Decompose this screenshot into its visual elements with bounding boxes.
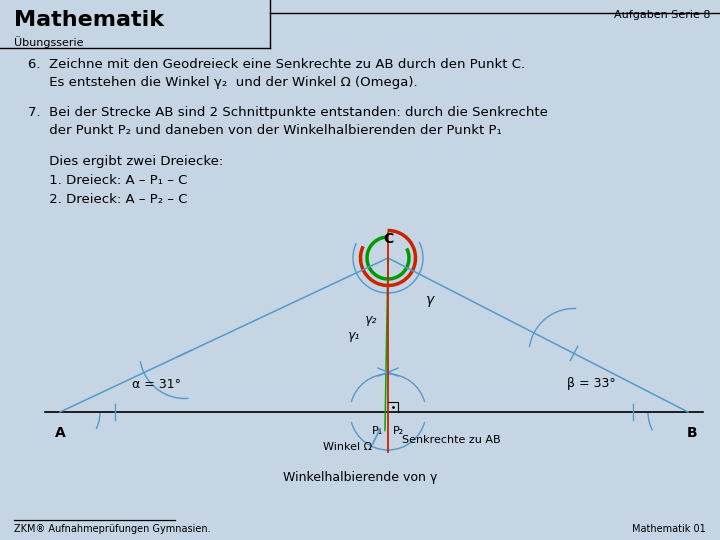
Text: A: A — [55, 426, 66, 440]
Text: P₁: P₁ — [372, 426, 383, 436]
Text: 2. Dreieck: A – P₂ – C: 2. Dreieck: A – P₂ – C — [28, 193, 187, 206]
Text: β = 33°: β = 33° — [567, 377, 616, 390]
Text: γ₂: γ₂ — [364, 314, 376, 327]
Text: P₂: P₂ — [392, 426, 404, 436]
Text: der Punkt P₂ und daneben von der Winkelhalbierenden der Punkt P₁: der Punkt P₂ und daneben von der Winkelh… — [28, 124, 502, 137]
Text: Dies ergibt zwei Dreiecke:: Dies ergibt zwei Dreiecke: — [28, 155, 223, 168]
Text: Senkrechte zu AB: Senkrechte zu AB — [402, 435, 500, 445]
Text: 6.  Zeichne mit den Geodreieck eine Senkrechte zu AB durch den Punkt C.: 6. Zeichne mit den Geodreieck eine Senkr… — [28, 58, 525, 71]
Text: Es entstehen die Winkel γ₂  und der Winkel Ω (Omega).: Es entstehen die Winkel γ₂ und der Winke… — [28, 76, 418, 89]
Text: γ₁: γ₁ — [347, 329, 359, 342]
Text: α = 31°: α = 31° — [132, 377, 181, 390]
Text: Mathematik: Mathematik — [14, 10, 164, 30]
Text: γ: γ — [426, 293, 434, 307]
Text: Übungsserie: Übungsserie — [14, 36, 84, 48]
Text: C: C — [383, 232, 393, 246]
Text: ZKM® Aufnahmeprüfungen Gymnasien.: ZKM® Aufnahmeprüfungen Gymnasien. — [14, 524, 211, 534]
Text: B: B — [687, 426, 697, 440]
Text: 7.  Bei der Strecke AB sind 2 Schnittpunkte entstanden: durch die Senkrechte: 7. Bei der Strecke AB sind 2 Schnittpunk… — [28, 106, 548, 119]
Text: Aufgaben Serie 8: Aufgaben Serie 8 — [613, 10, 710, 20]
Text: Mathematik 01: Mathematik 01 — [632, 524, 706, 534]
Text: 1. Dreieck: A – P₁ – C: 1. Dreieck: A – P₁ – C — [28, 174, 187, 187]
Text: Winkelhalbierende von γ: Winkelhalbierende von γ — [283, 470, 437, 483]
Text: Winkel Ω: Winkel Ω — [323, 442, 372, 452]
